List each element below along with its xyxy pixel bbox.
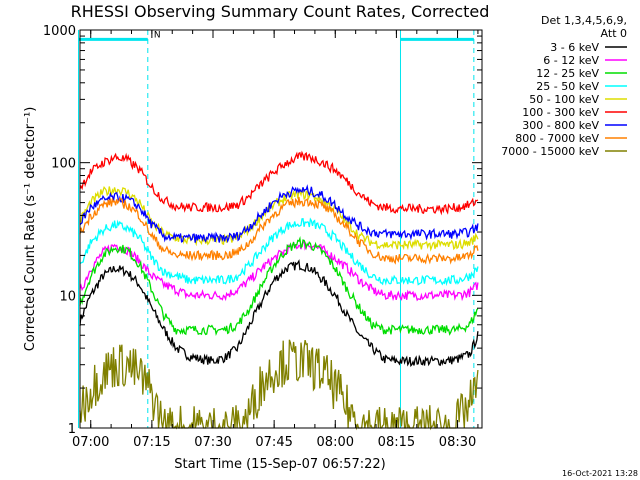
y-axis: 1 10 100 1000 [43, 24, 482, 437]
legend-label-2: 6 - 12 keV [543, 54, 599, 67]
x-tick-label-2: 07:30 [194, 435, 231, 450]
plot-frame [79, 29, 483, 429]
chart-title: RHESSI Observing Summary Count Rates, Co… [71, 2, 490, 21]
flag-label-0: N [154, 30, 161, 40]
series-line-2 [79, 240, 479, 302]
legend-label-1: 3 - 6 keV [550, 41, 599, 54]
legend-label-9: 7000 - 15000 keV [501, 145, 599, 158]
legend-label-8: 800 - 7000 keV [515, 132, 599, 145]
x-tick-label-1: 07:15 [133, 435, 170, 450]
y-tick-label-0: 1 [68, 422, 76, 437]
series-line-7 [79, 184, 479, 244]
series-line-1 [79, 259, 479, 368]
timestamp-stamp: 16-Oct-2021 13:28 [562, 469, 638, 478]
legend-header-line-1: Det 1,3,4,5,6,9, [541, 14, 627, 27]
x-axis: 07:00 07:15 07:30 07:45 08:00 08:15 08:30 [72, 30, 479, 450]
y-tick-label-3: 1000 [43, 24, 76, 39]
y-axis-label: Corrected Count Rate (s⁻¹ detector⁻¹) [23, 107, 38, 352]
x-axis-label: Start Time (15-Sep-07 06:57:22) [174, 457, 385, 472]
y-tick-label-2: 100 [51, 157, 76, 172]
series-line-4 [79, 217, 479, 287]
plot-area: N [78, 30, 479, 431]
x-tick-label-0: 07:00 [72, 435, 109, 450]
series-line-3 [79, 236, 479, 337]
x-tick-label-3: 07:45 [255, 435, 292, 450]
legend-header-line-2: Att 0 [601, 27, 627, 40]
y-tick-label-1: 10 [59, 289, 76, 304]
x-tick-label-4: 08:00 [317, 435, 354, 450]
legend-label-3: 12 - 25 keV [536, 67, 599, 80]
series-line-9 [79, 339, 479, 431]
x-tick-label-6: 08:30 [439, 435, 476, 450]
legend-label-7: 300 - 800 keV [522, 119, 599, 132]
x-tick-label-5: 08:15 [378, 435, 415, 450]
legend-label-5: 50 - 100 keV [529, 93, 599, 106]
legend-label-4: 25 - 50 keV [536, 80, 599, 93]
legend-label-6: 100 - 300 keV [522, 106, 599, 119]
series-line-8 [79, 196, 479, 265]
series-line-6 [79, 150, 479, 216]
